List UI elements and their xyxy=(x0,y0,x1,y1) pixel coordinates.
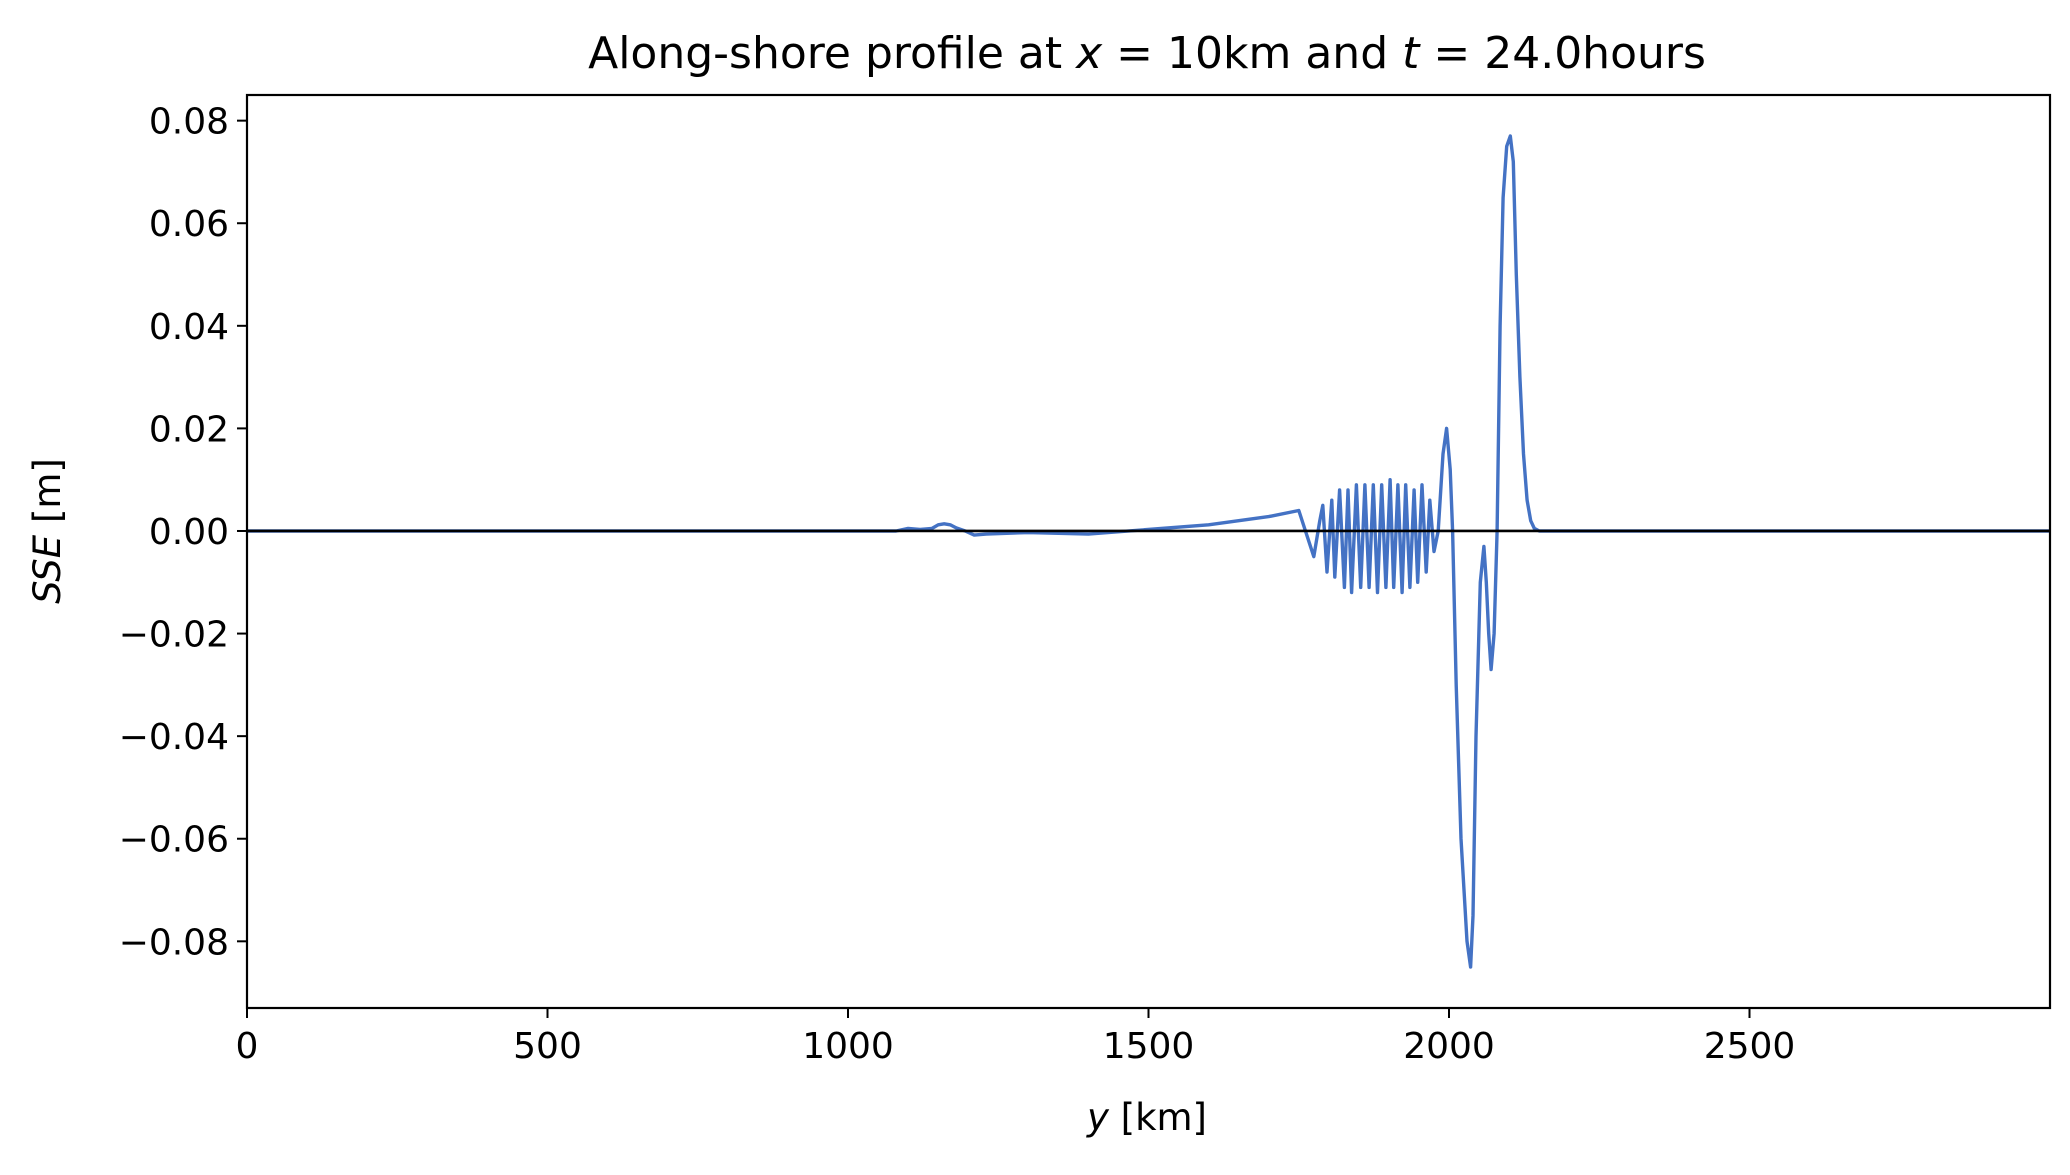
y-tick-label: 0.00 xyxy=(149,512,229,553)
y-tick-label: −0.02 xyxy=(119,615,229,656)
y-tick-label: 0.08 xyxy=(149,102,229,143)
x-tick-label: 1000 xyxy=(802,1026,894,1067)
x-tick-label: 500 xyxy=(513,1026,582,1067)
y-tick-label: −0.08 xyxy=(119,922,229,963)
chart-title: Along-shore profile at x = 10km and t = … xyxy=(588,28,1706,79)
x-tick-label: 2000 xyxy=(1403,1026,1495,1067)
y-tick-label: 0.06 xyxy=(149,204,229,245)
y-tick-label: 0.04 xyxy=(149,307,229,348)
x-tick-label: 0 xyxy=(236,1026,259,1067)
y-axis: 0.08 0.06 0.04 0.02 0.00 −0.02 −0.04 −0.06 −0.08 xyxy=(119,102,247,963)
y-tick-label: 0.02 xyxy=(149,409,229,450)
y-axis-label: SSE [m] xyxy=(26,458,69,604)
y-tick-label: −0.06 xyxy=(119,820,229,861)
x-axis-label: y [km] xyxy=(1086,1096,1207,1139)
x-tick-label: 2500 xyxy=(1704,1026,1796,1067)
x-tick-label: 1500 xyxy=(1103,1026,1195,1067)
x-axis: 0 500 1000 1500 2000 2500 xyxy=(236,1008,1796,1067)
y-tick-label: −0.04 xyxy=(119,717,229,758)
